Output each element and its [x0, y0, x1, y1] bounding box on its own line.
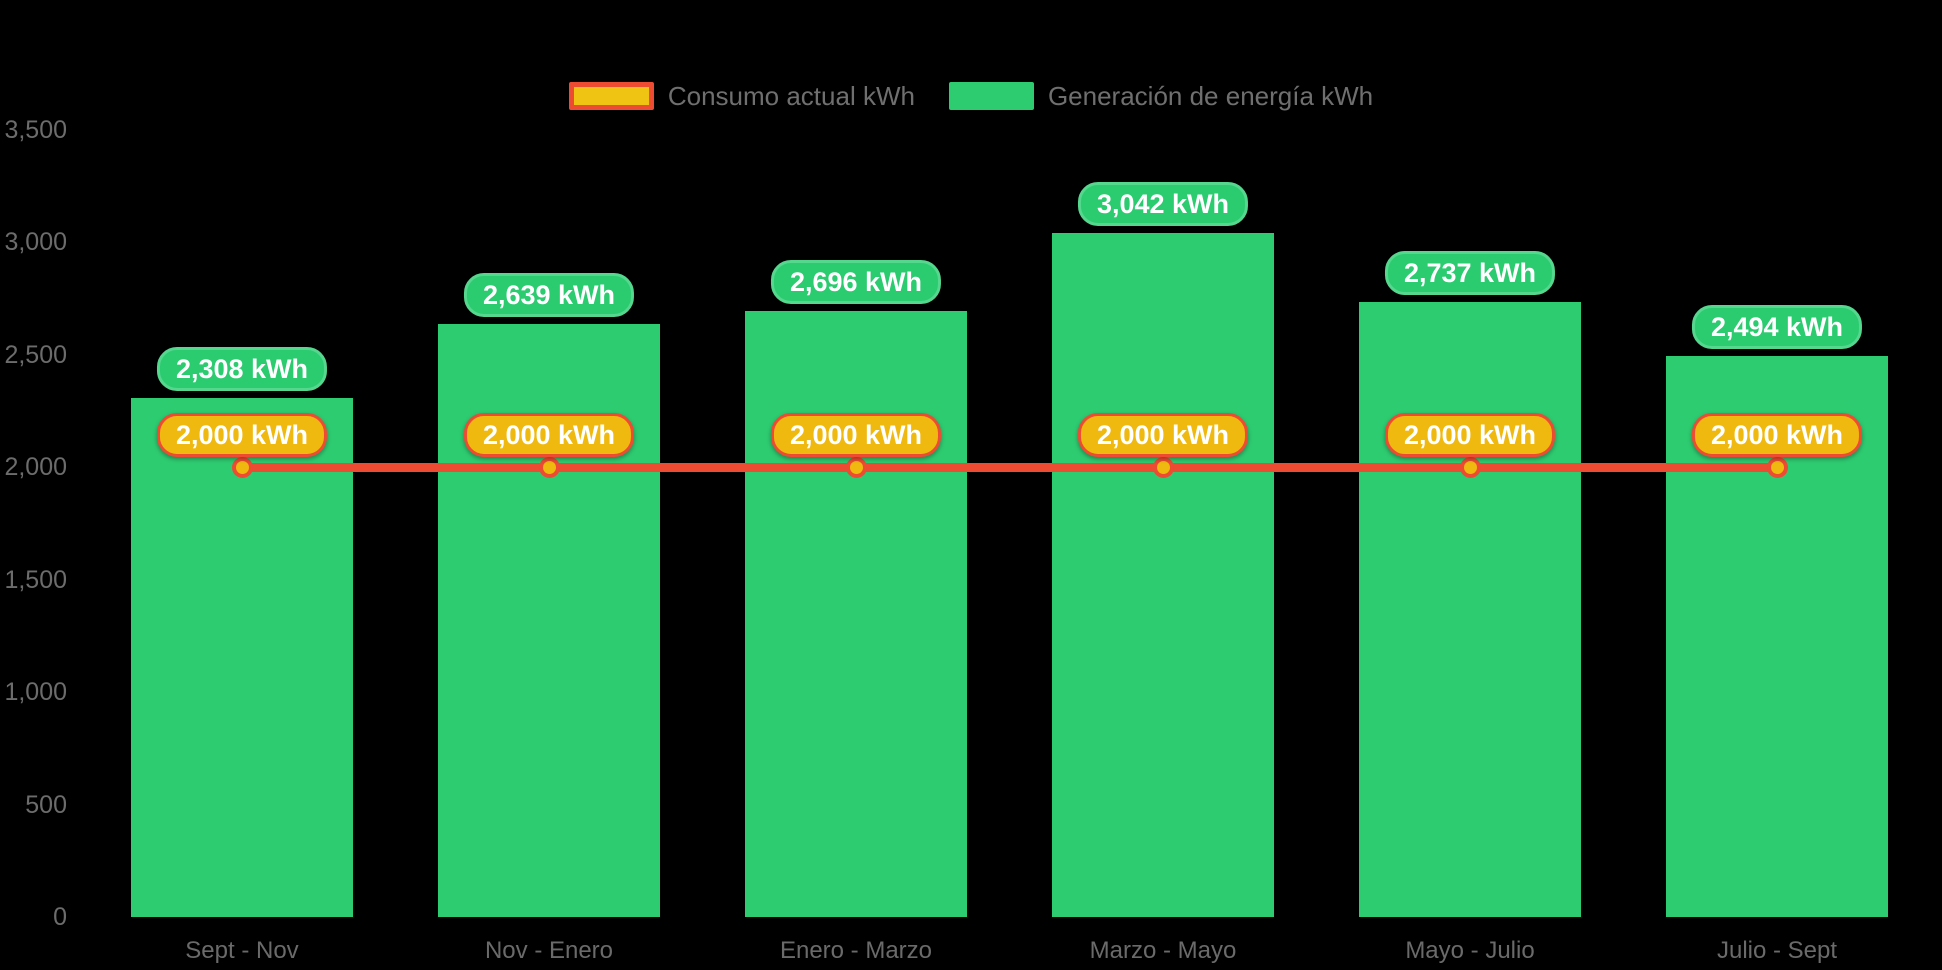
legend-item-generacion[interactable]: Generación de energía kWh	[948, 81, 1374, 111]
x-tick-label: Sept - Nov	[185, 937, 299, 964]
consumption-marker-icon[interactable]	[538, 456, 560, 478]
generacion-swatch-icon	[948, 82, 1034, 110]
x-tick-label: Nov - Enero	[484, 937, 614, 964]
generation-bar[interactable]	[1052, 232, 1274, 917]
generation-value-badge: 3,042 kWh	[1077, 181, 1249, 226]
consumption-marker-icon[interactable]	[845, 456, 867, 478]
generation-value-badge: 2,308 kWh	[156, 347, 328, 392]
y-tick-label: 1,000	[4, 678, 67, 707]
y-tick-label: 1,500	[4, 565, 67, 594]
consumption-line[interactable]	[242, 462, 1777, 472]
chart-legend: Consumo actual kWh Generación de energía…	[0, 82, 1942, 110]
generation-bar[interactable]	[131, 398, 353, 917]
generation-value-badge: 2,494 kWh	[1691, 305, 1863, 350]
y-tick-label: 0	[53, 903, 67, 931]
generation-value-badge: 2,639 kWh	[463, 272, 635, 317]
consumption-marker-icon[interactable]	[1152, 456, 1174, 478]
y-tick-label: 3,500	[4, 116, 67, 144]
legend-item-consumo[interactable]: Consumo actual kWh	[568, 81, 915, 111]
consumo-swatch-icon	[568, 82, 654, 110]
x-tick-label: Mayo - Julio	[1405, 937, 1535, 964]
y-tick-label: 3,000	[4, 228, 67, 257]
consumption-value-badge: 2,000 kWh	[1077, 413, 1249, 458]
y-tick-label: 500	[25, 790, 67, 819]
y-tick-label: 2,000	[4, 453, 67, 482]
consumption-marker-icon[interactable]	[1459, 456, 1481, 478]
x-tick-label: Julio - Sept	[1716, 937, 1838, 964]
consumption-value-badge: 2,000 kWh	[463, 413, 635, 458]
consumption-value-badge: 2,000 kWh	[156, 413, 328, 458]
consumption-value-badge: 2,000 kWh	[1384, 413, 1556, 458]
consumption-value-badge: 2,000 kWh	[1691, 413, 1863, 458]
consumption-value-badge: 2,000 kWh	[770, 413, 942, 458]
generation-bar[interactable]	[745, 310, 967, 917]
y-tick-label: 2,500	[4, 340, 67, 369]
consumption-marker-icon[interactable]	[1766, 456, 1788, 478]
x-tick-label: Marzo - Mayo	[1089, 937, 1237, 964]
generation-value-badge: 2,696 kWh	[770, 259, 942, 304]
generation-value-badge: 2,737 kWh	[1384, 250, 1556, 295]
legend-label-generacion: Generación de energía kWh	[1047, 81, 1374, 111]
generation-bar[interactable]	[1359, 301, 1581, 917]
legend-label-consumo: Consumo actual kWh	[667, 81, 915, 111]
x-tick-label: Enero - Marzo	[779, 937, 933, 964]
consumption-marker-icon[interactable]	[231, 456, 253, 478]
